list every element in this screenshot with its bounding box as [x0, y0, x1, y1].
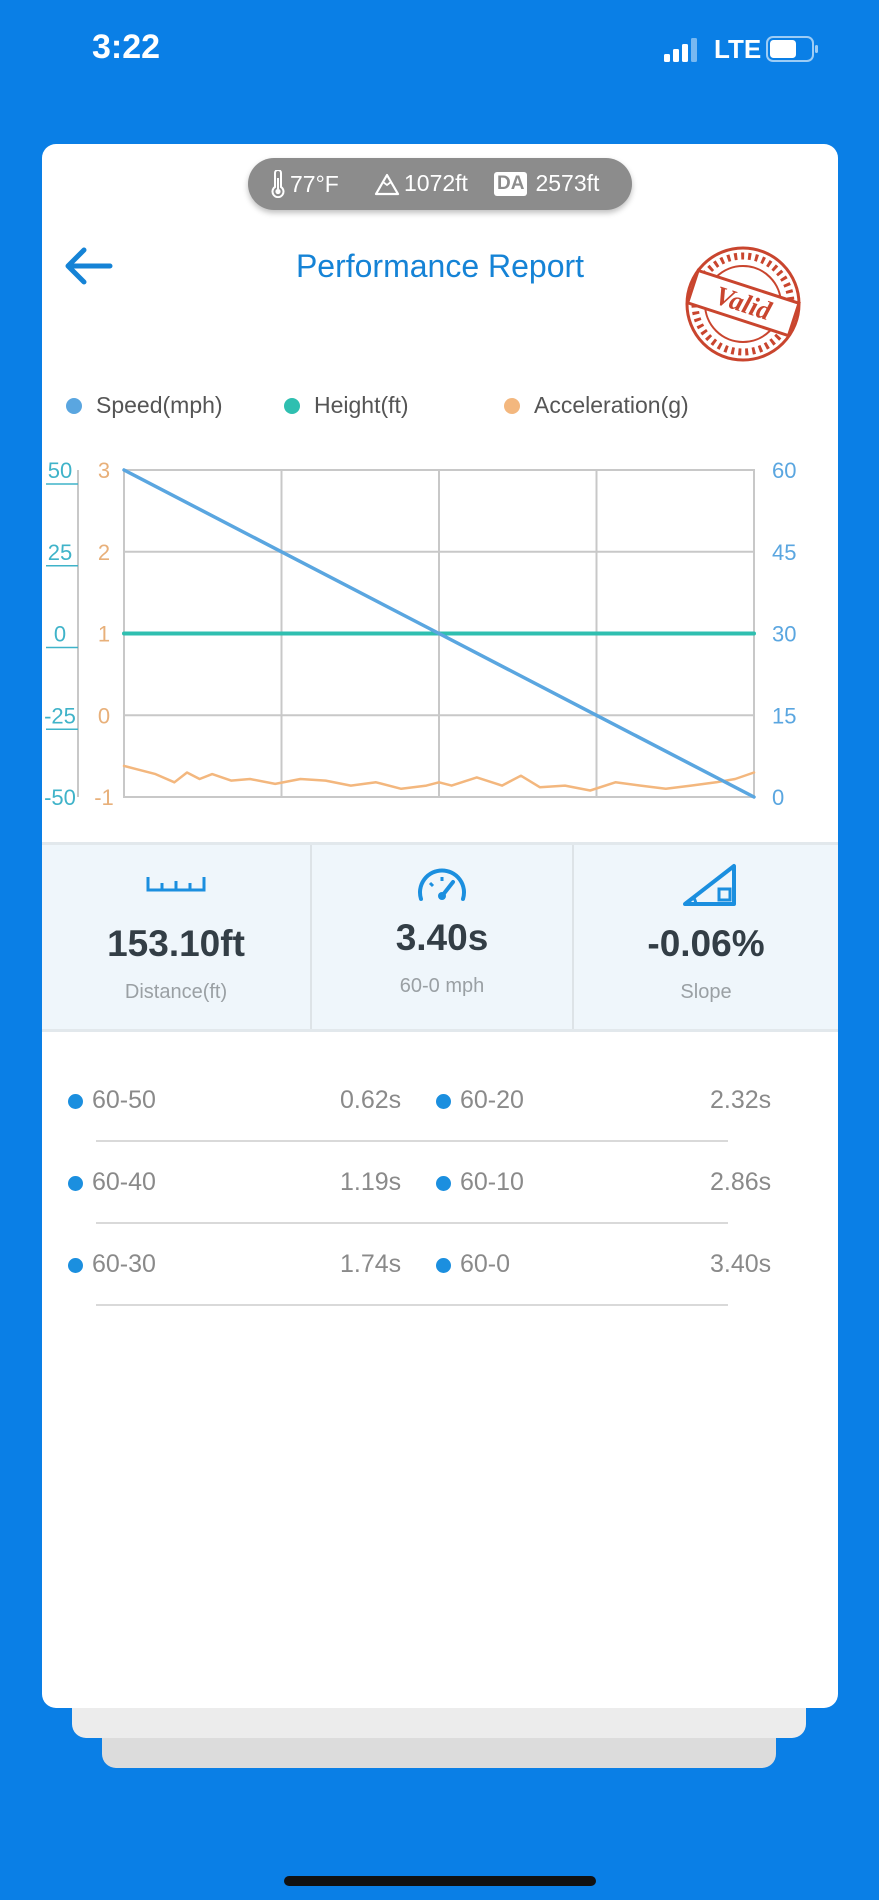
altitude-value: 1072ft — [404, 170, 468, 196]
slope-label: Slope — [680, 981, 732, 1003]
braking-time-label: 60-0 mph — [399, 975, 485, 997]
braking-time-value: 3.40s — [395, 917, 489, 958]
split-divider — [96, 1222, 728, 1224]
split-label: 60-0 — [460, 1250, 511, 1278]
split-divider — [96, 1304, 728, 1306]
legend-item-height: Height(ft) — [284, 392, 409, 419]
temperature-value: 77°F — [290, 170, 339, 197]
status-bar: 3:22 LTE — [0, 0, 879, 100]
accel-left-tick-label: 1 — [98, 622, 110, 647]
stat-slope: -0.06% Slope — [574, 845, 838, 1029]
speed-right-tick-label: 0 — [772, 785, 784, 810]
split-dot — [436, 1094, 451, 1109]
height-left-tick-label: -25 — [44, 703, 76, 728]
network-label: LTE — [714, 34, 762, 64]
split-label: 60-50 — [92, 1086, 156, 1114]
slope-icon — [683, 864, 736, 906]
accel-left-tick-label: -1 — [94, 785, 114, 810]
performance-report-card: 77°F 1072ft DA 2573ft Performance Report… — [42, 144, 838, 1708]
series-line-acceleration — [122, 764, 756, 792]
speed-right-tick-label: 30 — [772, 622, 796, 647]
split-label: 60-10 — [460, 1168, 524, 1196]
stat-divider — [310, 845, 312, 1029]
thermometer-icon — [271, 170, 285, 198]
mountain-icon — [374, 173, 400, 195]
split-dot — [68, 1258, 83, 1273]
split-time: 2.86s — [710, 1168, 772, 1196]
speedometer-icon — [418, 868, 466, 901]
split-time: 1.19s — [340, 1168, 402, 1196]
accel-left-tick-label: 3 — [98, 458, 110, 483]
legend-label: Acceleration(g) — [534, 392, 689, 418]
split-divider — [96, 1140, 728, 1142]
split-dot — [436, 1176, 451, 1191]
accel-left-tick-label: 2 — [98, 540, 110, 565]
split-label: 60-30 — [92, 1250, 156, 1278]
split-dot — [68, 1094, 83, 1109]
height-left-tick-label: 25 — [48, 540, 72, 565]
distance-value: 153.10ft — [107, 923, 245, 964]
legend-item-speed: Speed(mph) — [66, 392, 223, 419]
height-left-tick-label: 50 — [48, 458, 72, 483]
legend-label: Height(ft) — [314, 392, 409, 418]
height-left-tick-label: -50 — [44, 785, 76, 810]
altitude-reading: 1072ft — [374, 170, 468, 197]
legend-dot — [66, 397, 82, 414]
back-arrow-icon[interactable] — [62, 244, 114, 288]
distance-label: Distance(ft) — [124, 981, 228, 1003]
signal-icon — [664, 38, 697, 62]
split-time: 2.32s — [710, 1086, 772, 1114]
legend-dot — [284, 397, 300, 414]
conditions-pill: 77°F 1072ft DA 2573ft — [248, 158, 632, 210]
slope-value: -0.06% — [647, 923, 765, 964]
split-label: 60-20 — [460, 1086, 524, 1114]
performance-chart: 50 25 0 -25 -50 3 2 1 0 -1 60 45 30 15 0 — [44, 458, 796, 810]
stat-divider — [572, 845, 574, 1029]
legend-dot — [504, 397, 520, 414]
accel-left-tick-label: 0 — [98, 703, 110, 728]
speed-right-tick-label: 60 — [772, 458, 796, 483]
speed-right-tick-label: 45 — [772, 540, 796, 565]
density-altitude-reading: DA 2573ft — [494, 170, 599, 197]
stat-distance: 153.10ft Distance(ft) — [42, 845, 310, 1029]
status-time: 3:22 — [92, 28, 161, 66]
stats-panel: 153.10ft Distance(ft) 3.40s 60-0 mph -0.… — [42, 842, 838, 1032]
height-left-tick-label: 0 — [54, 622, 66, 647]
temperature-reading: 77°F — [270, 170, 339, 198]
split-time: 0.62s — [340, 1086, 402, 1114]
split-time: 1.74s — [340, 1250, 402, 1278]
split-dot — [68, 1176, 83, 1191]
chart-legend: Speed(mph) Height(ft) Acceleration(g) — [42, 392, 838, 422]
legend-item-acceleration: Acceleration(g) — [504, 392, 689, 419]
split-time: 3.40s — [710, 1250, 772, 1278]
series-line-speed — [122, 468, 756, 799]
home-indicator — [284, 1876, 596, 1886]
valid-stamp-icon: Valid — [685, 246, 801, 362]
split-dot — [436, 1258, 451, 1273]
stat-braking-time: 3.40s 60-0 mph — [312, 845, 572, 1029]
split-label: 60-40 — [92, 1168, 156, 1196]
ruler-icon — [146, 877, 206, 892]
speed-right-tick-label: 15 — [772, 703, 796, 728]
page-title: Performance Report — [295, 248, 585, 284]
legend-label: Speed(mph) — [96, 392, 223, 418]
density-altitude-badge: DA — [494, 171, 528, 196]
density-altitude-value: 2573ft — [535, 170, 600, 196]
battery-icon — [766, 36, 818, 62]
